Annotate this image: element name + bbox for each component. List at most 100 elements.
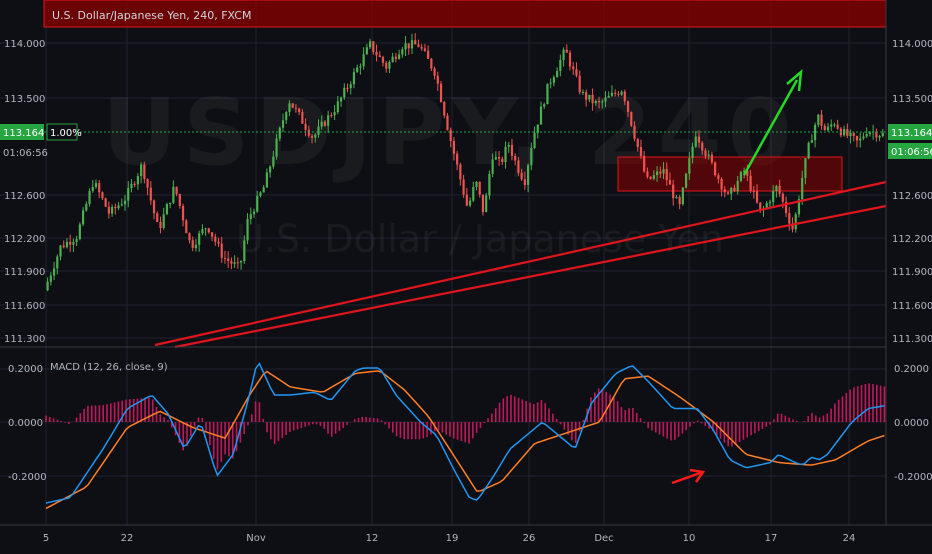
candle-body <box>636 138 639 147</box>
candle-body <box>278 127 281 139</box>
left-countdown: 01:06:56 <box>3 148 48 159</box>
candle-body <box>407 43 410 49</box>
candle-body <box>123 200 127 205</box>
candle-body <box>427 50 430 59</box>
candle-body <box>607 95 610 98</box>
candle-body <box>78 224 81 240</box>
trendline-upper[interactable] <box>154 180 887 347</box>
candle-body <box>714 162 717 176</box>
candle-body <box>691 146 694 159</box>
price-tick-label: 113.500 <box>892 94 932 105</box>
candle-body <box>675 197 678 199</box>
candle-body <box>743 170 746 173</box>
candle-body <box>452 140 456 154</box>
trendline-lower[interactable] <box>174 204 887 349</box>
candle-body <box>191 240 194 249</box>
arrow-macd-annotation[interactable] <box>671 468 706 485</box>
candle-body <box>868 132 872 135</box>
candle-body <box>227 258 230 262</box>
candle-body <box>304 123 307 130</box>
candle-body <box>52 268 56 276</box>
candle-body <box>543 104 546 107</box>
candle-body <box>855 135 859 141</box>
candle-body <box>643 155 646 172</box>
candle-body <box>491 159 494 174</box>
candle-body <box>472 187 475 201</box>
grid <box>0 0 886 525</box>
macd-tick-label: 0.2000 <box>894 364 929 375</box>
candle-body <box>749 175 752 191</box>
candle-body <box>685 173 688 188</box>
support-zone[interactable] <box>617 156 843 192</box>
candle-body <box>772 191 775 203</box>
candle-body <box>562 49 565 60</box>
candle-body <box>610 92 614 96</box>
candle-body <box>862 136 865 139</box>
candle-body <box>398 54 401 59</box>
macd-tick-label-left: 0.0000 <box>8 418 43 429</box>
candle-body <box>791 223 794 230</box>
price-tick-label-left: 111.300 <box>4 334 45 345</box>
candle-body <box>530 148 533 166</box>
price-tick-label: 112.200 <box>892 234 932 245</box>
candle-body <box>59 245 62 257</box>
candle-body <box>410 40 414 49</box>
candle-body <box>797 199 801 215</box>
arrow-up-annotation[interactable] <box>742 69 803 176</box>
price-axis-ticks: 114.000 113.500 112.600 112.200 111.900 111.6… <box>4 39 932 345</box>
candle-body <box>127 188 130 201</box>
candle-body <box>623 91 626 102</box>
candle-body <box>343 87 346 98</box>
candle-body <box>310 135 314 138</box>
candle-body <box>778 185 781 194</box>
candle-body <box>98 183 101 193</box>
candle-body <box>746 170 749 176</box>
candle-body <box>372 41 375 52</box>
candle-body <box>130 183 133 189</box>
candle-body <box>588 94 591 100</box>
candle-body <box>575 69 578 76</box>
candle-body <box>117 205 120 209</box>
candle-body <box>136 176 140 185</box>
time-tick-label: 19 <box>446 533 459 544</box>
candle-body <box>639 146 643 156</box>
candle-body <box>204 228 207 230</box>
candle-body <box>752 190 755 192</box>
candle-body <box>265 172 268 188</box>
macd-signal-line <box>45 370 885 510</box>
price-tick-label: 111.900 <box>892 267 932 278</box>
candle-body <box>330 115 333 117</box>
candle-body <box>291 103 294 108</box>
candle-body <box>198 233 201 245</box>
candle-body <box>69 241 72 245</box>
macd-tick-label-left: 0.2000 <box>8 364 43 375</box>
candle-body <box>188 233 191 241</box>
candle-body <box>730 187 733 194</box>
candle-body <box>794 214 797 230</box>
candle-body <box>323 121 327 126</box>
price-tick-label-left: 114.000 <box>4 39 45 50</box>
candle-body <box>552 77 555 83</box>
candle-body <box>565 49 568 53</box>
candle-body <box>56 256 59 269</box>
candle-body <box>385 62 388 69</box>
candle-body <box>591 94 594 104</box>
candle-body <box>62 245 65 248</box>
candle-body <box>539 106 543 125</box>
candle-body <box>465 194 468 206</box>
candle-body <box>294 107 298 109</box>
candle-body <box>694 136 697 147</box>
candle-body <box>301 112 304 124</box>
candle-body <box>178 194 181 206</box>
candle-body <box>475 181 478 188</box>
candle-body <box>507 144 510 147</box>
candle-body <box>526 165 530 185</box>
candle-body <box>556 71 559 78</box>
candle-body <box>488 173 491 196</box>
candle-body <box>585 92 588 100</box>
candle-body <box>520 172 523 180</box>
candle-body <box>243 240 246 261</box>
candle-body <box>784 201 788 214</box>
candle-body <box>720 178 723 190</box>
